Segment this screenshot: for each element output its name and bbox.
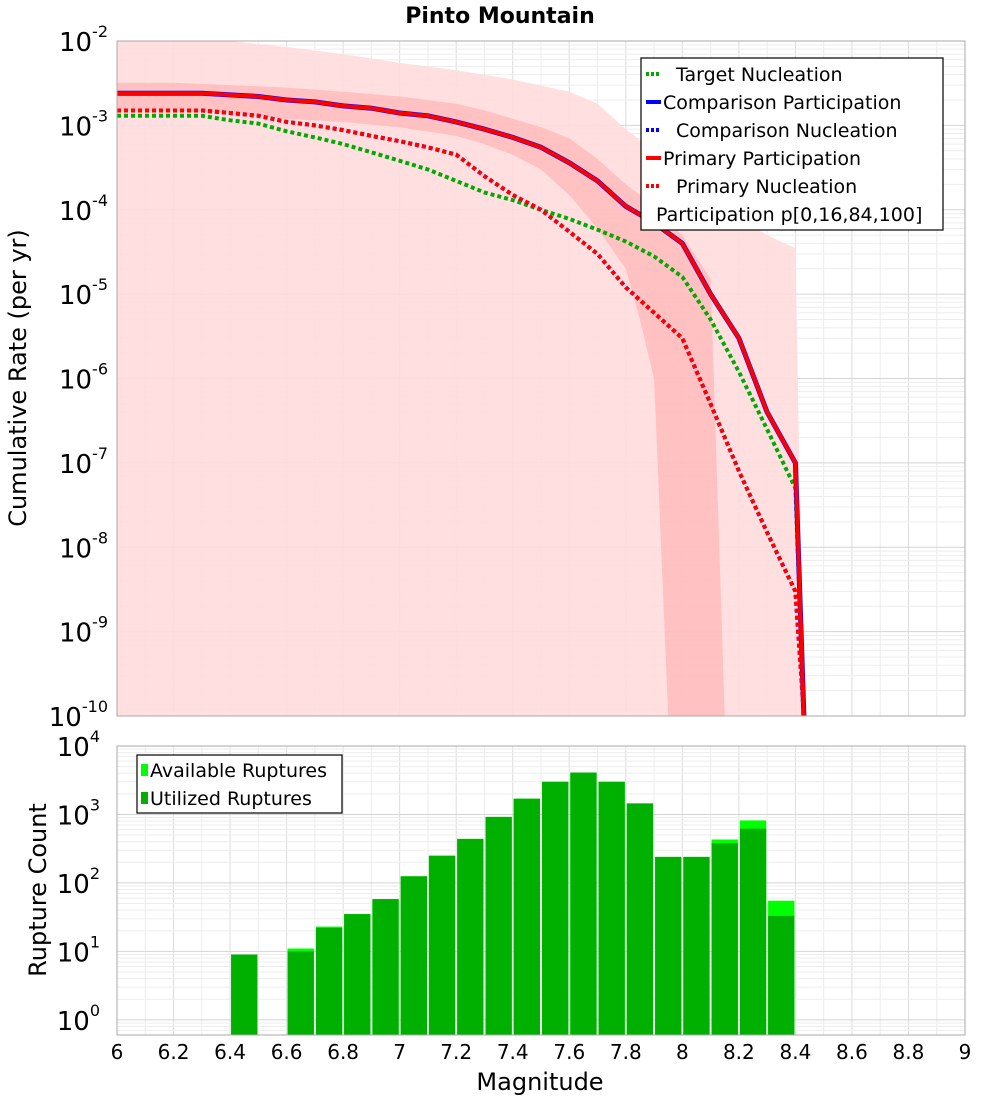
series-line-target-nucleation xyxy=(117,113,806,716)
utilized-bar xyxy=(739,828,767,1035)
x-tick-label: 7 xyxy=(393,1040,406,1064)
rate-legend: Target Nucleation Comparison Participatio… xyxy=(640,57,944,231)
rate-plot-frame xyxy=(116,40,966,717)
rate-y-tick-label: 10-5 xyxy=(59,275,108,311)
utilized-bar xyxy=(428,855,456,1035)
rate-legend-label: Primary Participation xyxy=(663,148,861,170)
x-tick-label: 6.6 xyxy=(271,1040,303,1064)
utilized-bar xyxy=(655,856,682,1035)
rate-y-tick-label: 10-10 xyxy=(49,697,108,733)
x-tick-label: 6.8 xyxy=(327,1040,359,1064)
x-tick-label: 7.8 xyxy=(610,1040,642,1064)
utilized-bar xyxy=(598,781,625,1035)
utilized-bar xyxy=(457,838,484,1035)
count-legend-label: Utilized Ruptures xyxy=(150,788,312,810)
x-tick-label: 6.4 xyxy=(214,1040,246,1064)
count-y-tick-label: 101 xyxy=(57,932,100,968)
utilized-bar xyxy=(542,781,569,1035)
utilized-bar xyxy=(400,876,427,1035)
x-tick-label: 7.4 xyxy=(497,1040,529,1064)
x-tick-label: 6 xyxy=(111,1040,124,1064)
chart-title: Pinto Mountain xyxy=(405,4,595,29)
rate-legend-label: Target Nucleation xyxy=(675,64,843,86)
utilized-bar xyxy=(344,914,371,1035)
x-tick-label: 8.2 xyxy=(723,1040,755,1064)
count-y-axis-label: Rupture Count xyxy=(24,803,52,977)
rate-legend-label: Comparison Nucleation xyxy=(676,120,898,142)
rate-legend-label: Participation p[0,16,84,100] xyxy=(656,204,922,226)
count-x-axis-label: Magnitude xyxy=(476,1068,603,1096)
rate-legend-label: Primary Nucleation xyxy=(676,176,857,198)
utilized-bar xyxy=(626,803,654,1035)
rate-y-tick-label: 10-8 xyxy=(59,528,108,564)
rate-lines xyxy=(117,90,807,716)
utilized-bar xyxy=(287,951,314,1035)
x-tick-label: 8 xyxy=(676,1040,689,1064)
utilized-bar xyxy=(231,954,258,1035)
count-legend-swatch xyxy=(141,792,148,804)
x-tick-label: 8.4 xyxy=(779,1040,811,1064)
utilized-bar xyxy=(768,915,795,1035)
rate-y-tick-label: 10-7 xyxy=(59,444,108,480)
rate-y-tick-label: 10-3 xyxy=(59,106,108,142)
count-y-tick-label: 100 xyxy=(57,1001,100,1037)
rate-panel: 10-2 10-3 10-4 10-5 10-6 10-7 10-8 10-9 10-10 Cu… xyxy=(4,22,966,733)
x-tick-label: 8.8 xyxy=(893,1040,925,1064)
rate-y-ticks: 10-2 10-3 10-4 10-5 10-6 10-7 10-8 10-9 10-10 xyxy=(49,22,108,733)
count-y-tick-label: 103 xyxy=(57,795,100,831)
utilized-bar xyxy=(315,927,343,1035)
count-legend-box xyxy=(136,754,343,814)
count-y-ticks: 104 103 102 101 100 xyxy=(57,727,100,1037)
count-legend-label: Available Ruptures xyxy=(150,760,327,782)
series-line-primary-nucleation xyxy=(117,108,806,716)
x-tick-label: 6.2 xyxy=(158,1040,190,1064)
count-panel: 104 103 102 101 100 6 6.2 6.4 6.6 6.8 7 7.2 7.4 7.6 7… xyxy=(24,727,971,1096)
rate-legend-label: Comparison Participation xyxy=(663,92,901,114)
series-line-primary-participation xyxy=(117,91,806,716)
rate-y-tick-label: 10-4 xyxy=(59,191,108,227)
x-tick-label: 7.2 xyxy=(440,1040,472,1064)
x-tick-label: 9 xyxy=(959,1040,972,1064)
count-bars xyxy=(231,772,795,1035)
utilized-bar xyxy=(570,772,597,1035)
count-legend-swatch xyxy=(141,764,148,776)
count-y-tick-label: 104 xyxy=(57,727,100,763)
rate-y-tick-label: 10-6 xyxy=(59,360,108,396)
x-tick-label: 8.6 xyxy=(836,1040,868,1064)
rate-y-tick-label: 10-9 xyxy=(59,613,108,649)
x-tick-label: 7.6 xyxy=(553,1040,585,1064)
count-plot-frame xyxy=(116,745,966,1036)
utilized-bar xyxy=(513,798,540,1035)
utilized-bar xyxy=(711,843,738,1035)
rate-y-axis-label: Cumulative Rate (per yr) xyxy=(4,229,32,527)
rate-legend-box xyxy=(640,57,944,231)
count-x-ticks: 6 6.2 6.4 6.6 6.8 7 7.2 7.4 7.6 7.8 8 8.2 8.4 8.6 8.8 9 xyxy=(111,1040,972,1064)
rate-y-tick-label: 10-2 xyxy=(59,22,108,58)
utilized-bar xyxy=(485,816,512,1035)
count-legend: Available Ruptures Utilized Ruptures xyxy=(136,754,343,814)
utilized-bar xyxy=(683,856,710,1035)
utilized-bar xyxy=(372,899,399,1035)
count-y-tick-label: 102 xyxy=(57,864,100,900)
